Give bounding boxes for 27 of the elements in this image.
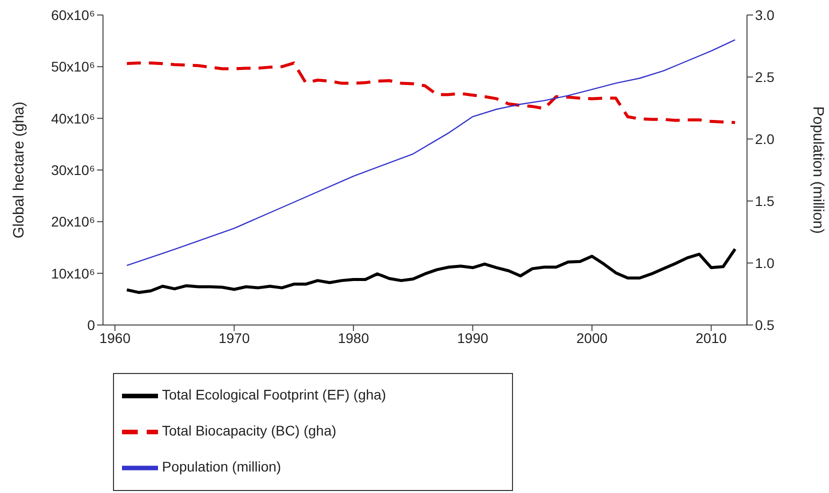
- x-tick-label: 1970: [218, 330, 250, 346]
- y-tick-label: 30x10⁶: [51, 162, 95, 178]
- y-tick-label: 10x10⁶: [51, 265, 95, 282]
- line-series: [126, 39, 736, 266]
- y2-tick-label: 1.0: [755, 254, 775, 271]
- y-axis-title: Global hectare (gha): [10, 102, 28, 238]
- y2-tick-label: 3.0: [755, 6, 775, 23]
- y2-axis-title: Population (million): [810, 106, 827, 234]
- x-tick-label: 2000: [576, 330, 608, 346]
- legend-label: Total Biocapacity (BC) (gha): [162, 422, 336, 439]
- x-tick-label: 2010: [696, 330, 728, 346]
- y-tick-label: 40x10⁶: [51, 110, 95, 126]
- y-tick-label: 60x10⁶: [51, 6, 95, 23]
- y2-tick-label: 1.5: [755, 192, 775, 209]
- x-tick-label: 1960: [99, 330, 131, 346]
- y-tick-label: 0: [87, 316, 96, 333]
- y-tick-label: 20x10⁶: [51, 214, 95, 230]
- line-series: [125, 62, 737, 124]
- y2-tick-label: 2.0: [755, 130, 775, 147]
- line-series: [125, 248, 737, 294]
- y2-tick-label: 0.5: [755, 316, 775, 333]
- legend-label: Population (million): [162, 458, 282, 475]
- x-tick-label: 1990: [457, 330, 488, 346]
- x-tick-label: 1980: [338, 330, 370, 346]
- y2-tick-label: 2.5: [755, 68, 775, 85]
- y-tick-label: 50x10⁶: [51, 58, 95, 75]
- legend-label: Total Ecological Footprint (EF) (gha): [162, 386, 386, 403]
